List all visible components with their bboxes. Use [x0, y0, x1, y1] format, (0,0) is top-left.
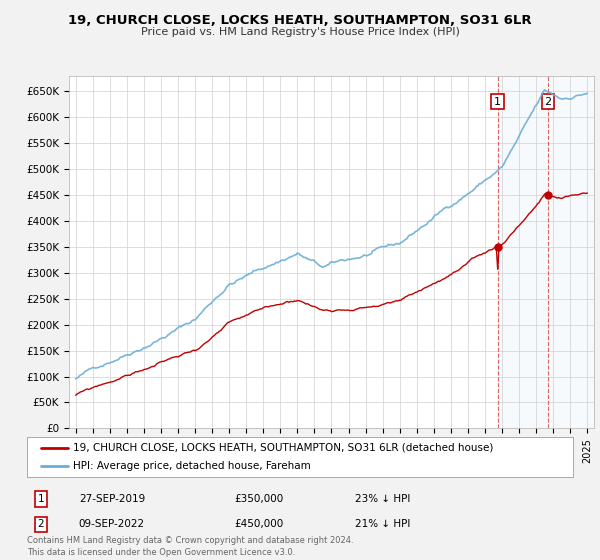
Text: 2: 2	[544, 96, 551, 106]
Bar	[548, 76, 596, 428]
Text: 19, CHURCH CLOSE, LOCKS HEATH, SOUTHAMPTON, SO31 6LR (detached house): 19, CHURCH CLOSE, LOCKS HEATH, SOUTHAMPT…	[73, 443, 494, 452]
Text: Contains HM Land Registry data © Crown copyright and database right 2024.
This d: Contains HM Land Registry data © Crown c…	[27, 536, 353, 557]
Text: 19, CHURCH CLOSE, LOCKS HEATH, SOUTHAMPTON, SO31 6LR: 19, CHURCH CLOSE, LOCKS HEATH, SOUTHAMPT…	[68, 14, 532, 27]
Text: HPI: Average price, detached house, Fareham: HPI: Average price, detached house, Fare…	[73, 461, 311, 471]
Text: 1: 1	[494, 96, 501, 106]
Text: £350,000: £350,000	[235, 494, 284, 504]
Text: 21% ↓ HPI: 21% ↓ HPI	[355, 519, 410, 529]
Text: 2: 2	[37, 519, 44, 529]
Text: £450,000: £450,000	[235, 519, 284, 529]
Bar	[497, 76, 548, 428]
Text: 09-SEP-2022: 09-SEP-2022	[79, 519, 145, 529]
Text: 1: 1	[37, 494, 44, 504]
Text: 23% ↓ HPI: 23% ↓ HPI	[355, 494, 410, 504]
Text: Price paid vs. HM Land Registry's House Price Index (HPI): Price paid vs. HM Land Registry's House …	[140, 27, 460, 37]
Text: 27-SEP-2019: 27-SEP-2019	[79, 494, 145, 504]
